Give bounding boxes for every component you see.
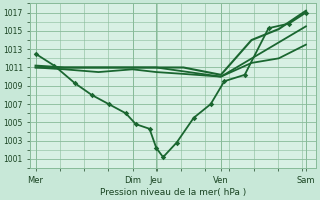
X-axis label: Pression niveau de la mer( hPa ): Pression niveau de la mer( hPa ) [100, 188, 246, 197]
